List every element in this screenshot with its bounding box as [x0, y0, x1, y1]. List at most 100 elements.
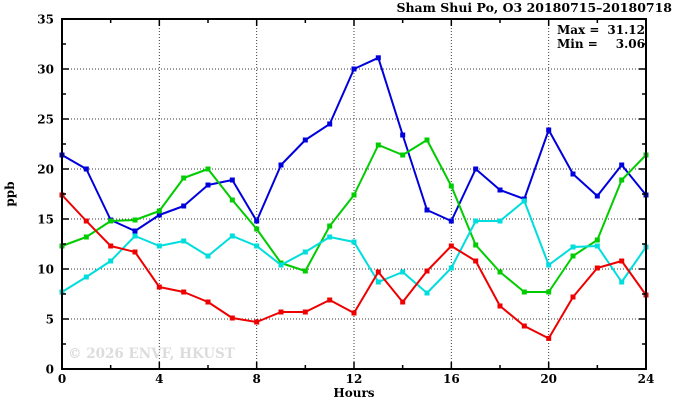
data-point-day-3-cyan — [205, 253, 211, 259]
data-point-day-1-blue — [546, 127, 552, 133]
data-point-day-1-blue — [254, 218, 260, 224]
data-point-day-2-green — [83, 234, 89, 240]
x-tick-label: 16 — [443, 372, 460, 386]
data-point-day-3-cyan — [278, 262, 284, 268]
data-point-day-4-red — [400, 299, 406, 305]
max-stat-value: 31.12 — [607, 23, 645, 37]
data-point-day-4-red — [424, 268, 430, 274]
data-point-day-2-green — [229, 197, 235, 203]
data-point-day-2-green — [351, 192, 357, 198]
data-point-day-3-cyan — [108, 258, 114, 264]
data-point-day-2-green — [254, 226, 260, 232]
data-point-day-2-green — [156, 208, 162, 214]
data-point-day-4-red — [351, 310, 357, 316]
data-point-day-1-blue — [302, 137, 308, 143]
data-point-day-2-green — [108, 218, 114, 224]
data-point-day-2-green — [473, 242, 479, 248]
x-tick-label: 0 — [58, 372, 66, 386]
data-point-day-1-blue — [424, 207, 430, 213]
data-point-day-2-green — [205, 166, 211, 172]
data-point-day-3-cyan — [448, 265, 454, 271]
tick-label-layer: 0 5 10 15 20 25 30 35 0 4 8 12 16 20 24 — [37, 13, 654, 387]
watermark: © 2026 ENVF, HKUST — [68, 346, 235, 362]
data-point-day-3-cyan — [302, 249, 308, 255]
x-tick-label: 20 — [540, 372, 557, 386]
data-point-day-1-blue — [400, 132, 406, 138]
data-point-day-1-blue — [229, 177, 235, 183]
data-point-day-1-blue — [375, 55, 381, 61]
data-point-day-4-red — [83, 218, 89, 224]
data-point-day-3-cyan — [351, 239, 357, 245]
data-point-day-3-cyan — [546, 262, 552, 268]
x-tick-label: 8 — [252, 372, 260, 386]
data-point-day-3-cyan — [619, 279, 625, 285]
data-point-day-4-red — [302, 309, 308, 315]
data-point-day-3-cyan — [83, 274, 89, 280]
y-tick-label: 0 — [46, 363, 54, 377]
data-point-day-2-green — [327, 223, 333, 229]
series-layer — [59, 55, 649, 341]
x-axis-label: Hours — [333, 386, 374, 400]
data-point-day-3-cyan — [594, 243, 600, 249]
data-point-day-3-cyan — [229, 233, 235, 239]
y-tick-label: 20 — [37, 163, 54, 177]
x-tick-label: 4 — [155, 372, 163, 386]
data-point-day-2-green — [181, 175, 187, 181]
data-point-day-4-red — [156, 284, 162, 290]
data-point-day-2-green — [375, 142, 381, 148]
data-point-day-2-green — [400, 152, 406, 158]
data-point-day-2-green — [594, 237, 600, 243]
y-tick-label: 25 — [37, 113, 54, 127]
data-point-day-4-red — [473, 258, 479, 264]
data-point-day-2-green — [570, 253, 576, 259]
data-point-day-1-blue — [83, 166, 89, 172]
data-point-day-1-blue — [497, 187, 503, 193]
data-point-day-4-red — [132, 249, 138, 255]
data-point-day-4-red — [594, 265, 600, 271]
data-point-day-1-blue — [181, 203, 187, 209]
data-point-day-2-green — [497, 269, 503, 275]
data-point-day-4-red — [327, 297, 333, 303]
data-point-day-3-cyan — [254, 243, 260, 249]
y-tick-label: 5 — [46, 313, 54, 327]
y-tick-label: 30 — [37, 63, 54, 77]
data-point-day-4-red — [619, 258, 625, 264]
data-point-day-4-red — [108, 243, 114, 249]
data-point-day-2-green — [546, 289, 552, 295]
min-stat-value: 3.06 — [616, 37, 645, 51]
data-point-day-1-blue — [473, 166, 479, 172]
data-point-day-1-blue — [570, 171, 576, 177]
data-point-day-3-cyan — [424, 290, 430, 296]
data-point-day-1-blue — [156, 212, 162, 218]
data-point-day-1-blue — [278, 162, 284, 168]
data-point-day-4-red — [375, 269, 381, 275]
data-point-day-4-red — [570, 294, 576, 300]
data-point-day-1-blue — [619, 162, 625, 168]
data-point-day-2-green — [619, 177, 625, 183]
y-tick-label: 10 — [37, 263, 54, 277]
data-point-day-1-blue — [594, 193, 600, 199]
data-point-day-1-blue — [448, 218, 454, 224]
data-point-day-4-red — [521, 323, 527, 329]
data-point-day-4-red — [278, 309, 284, 315]
y-tick-label: 35 — [37, 13, 54, 27]
data-point-day-1-blue — [205, 182, 211, 188]
data-point-day-4-red — [181, 289, 187, 295]
data-point-day-3-cyan — [400, 269, 406, 275]
data-point-day-4-red — [254, 319, 260, 325]
data-point-day-2-green — [302, 268, 308, 274]
data-point-day-2-green — [132, 217, 138, 223]
x-tick-label: 24 — [638, 372, 655, 386]
data-point-day-3-cyan — [570, 244, 576, 250]
max-stat-key: Max = — [557, 23, 599, 37]
data-point-day-3-cyan — [181, 238, 187, 244]
data-point-day-4-red — [205, 299, 211, 305]
data-point-day-3-cyan — [521, 198, 527, 204]
data-point-day-1-blue — [327, 121, 333, 127]
x-tick-label: 12 — [346, 372, 363, 386]
data-point-day-1-blue — [351, 66, 357, 72]
data-point-day-1-blue — [132, 228, 138, 234]
data-point-day-4-red — [546, 335, 552, 341]
